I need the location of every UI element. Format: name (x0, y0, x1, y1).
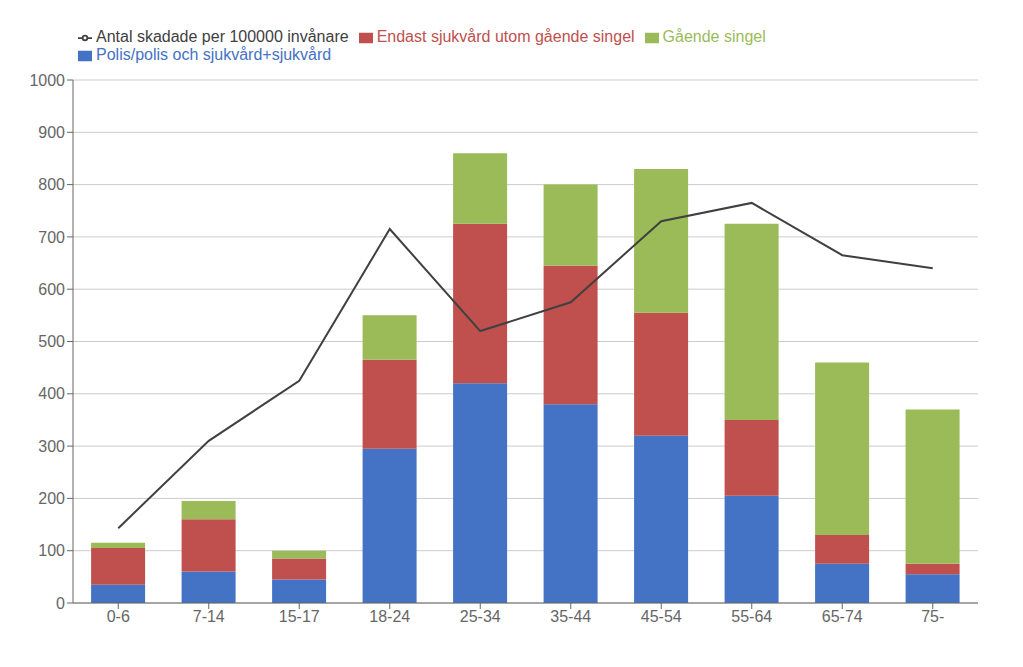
svg-text:75-: 75- (921, 608, 944, 625)
svg-text:45-54: 45-54 (641, 608, 682, 625)
svg-text:700: 700 (38, 229, 65, 246)
html-text:Polis/polis och sjukvård+sjukv: Polis/polis och sjukvård+sjukvård (96, 46, 332, 63)
svg-text:55-64: 55-64 (731, 608, 772, 625)
svg-text:200: 200 (38, 490, 65, 507)
svg-text:18-24: 18-24 (369, 608, 410, 625)
svg-text:7-14: 7-14 (193, 608, 225, 625)
svg-text:800: 800 (38, 176, 65, 193)
svg-text:900: 900 (38, 124, 65, 141)
svg-text:500: 500 (38, 333, 65, 350)
svg-text:15-17: 15-17 (279, 608, 320, 625)
svg-text:300: 300 (38, 438, 65, 455)
svg-text:1000: 1000 (29, 72, 65, 89)
html-text:Gående singel: Gående singel (662, 28, 766, 45)
svg-text:65-74: 65-74 (822, 608, 863, 625)
svg-text:0-6: 0-6 (107, 608, 130, 625)
html-text:Antal skadade per 100000 invån: Antal skadade per 100000 invånare (96, 28, 349, 45)
svg-text:100: 100 (38, 542, 65, 559)
svg-text:0: 0 (56, 595, 65, 612)
svg-text:400: 400 (38, 385, 65, 402)
html-text:Endast sjukvård utom gående si: Endast sjukvård utom gående singel (376, 28, 635, 45)
svg-text:35-44: 35-44 (550, 608, 591, 625)
svg-text:25-34: 25-34 (460, 608, 501, 625)
svg-text:600: 600 (38, 281, 65, 298)
